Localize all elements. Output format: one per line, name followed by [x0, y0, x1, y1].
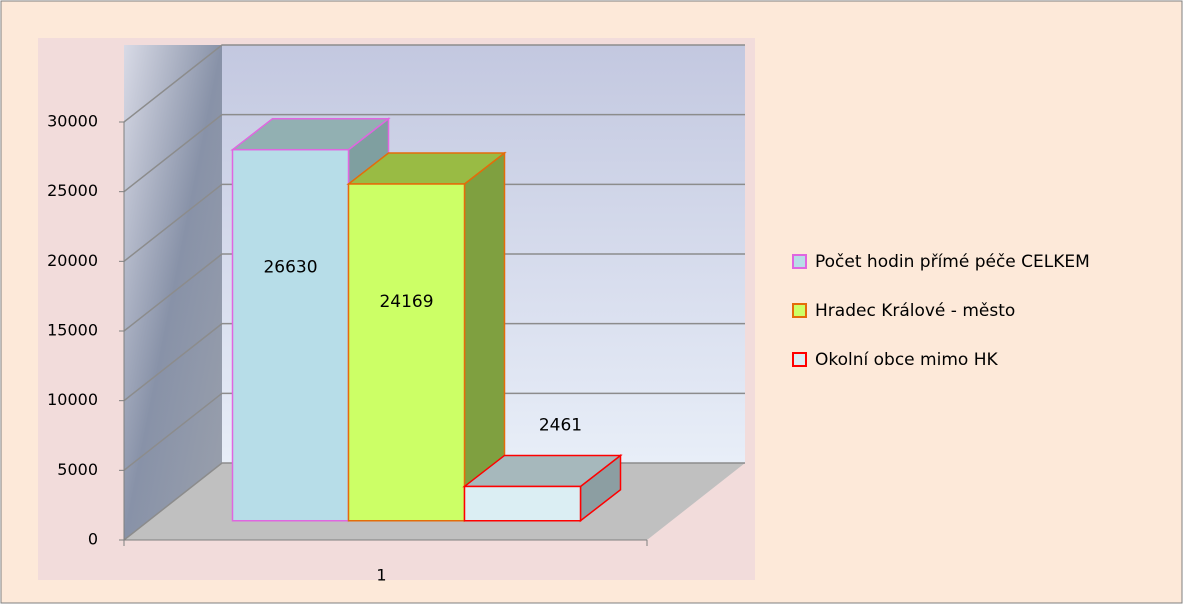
- bar-front: [463, 485, 582, 522]
- y-tick-label: 5000: [57, 460, 98, 479]
- x-tick-label: 1: [376, 566, 386, 585]
- y-tick-label: 30000: [47, 112, 98, 131]
- y-tick-label: 15000: [47, 321, 98, 340]
- bar-front: [231, 148, 350, 522]
- grid-line: [123, 322, 745, 402]
- data-label: 26630: [263, 258, 317, 278]
- grid-line: [123, 392, 745, 471]
- legend-label: Hradec Králové - město: [815, 301, 1015, 321]
- data-label: 24169: [379, 292, 433, 312]
- y-tick-label: 0: [88, 530, 98, 549]
- legend-swatch: [792, 254, 807, 269]
- bar-front: [347, 183, 466, 522]
- y-tick-label: 25000: [47, 181, 98, 200]
- y-tick-label: 20000: [47, 251, 98, 270]
- legend-swatch: [792, 352, 807, 367]
- legend-label: Okolní obce mimo HK: [815, 350, 998, 370]
- grid-line: [123, 44, 745, 123]
- legend-label: Počet hodin přímé péče CELKEM: [815, 252, 1090, 272]
- grid-line: [123, 183, 745, 262]
- grid-line: [123, 113, 745, 193]
- grid-line: [123, 253, 745, 332]
- y-tick-label: 10000: [47, 390, 98, 409]
- data-label: 2461: [539, 415, 582, 435]
- legend-swatch: [792, 303, 807, 318]
